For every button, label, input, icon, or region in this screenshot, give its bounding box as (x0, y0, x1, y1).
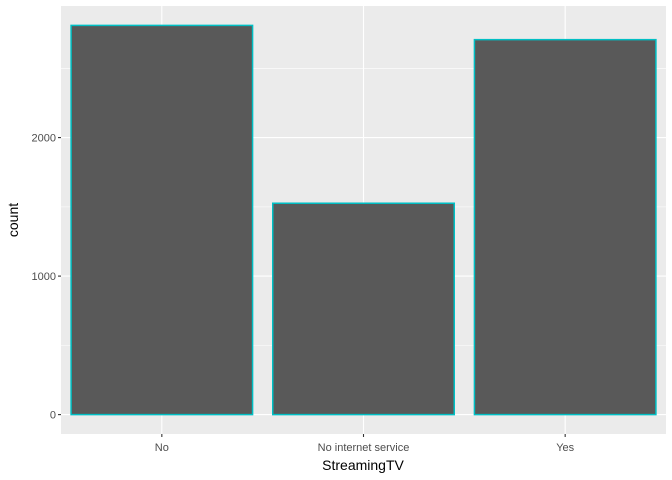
x-axis-title: StreamingTV (322, 457, 404, 473)
y-axis-title: count (5, 203, 21, 237)
y-tick-label: 2000 (32, 133, 56, 145)
bar (272, 202, 455, 416)
x-axis-ticks: No No internet service Yes (155, 434, 575, 454)
bar (70, 24, 254, 416)
y-tick-label: 1000 (32, 271, 56, 283)
x-tick-label: Yes (556, 442, 574, 454)
x-tick-label: No (155, 442, 169, 454)
bars (70, 24, 657, 416)
y-axis-ticks: 0 1000 2000 (32, 133, 61, 422)
bar (473, 38, 657, 416)
x-tick-label: No internet service (318, 442, 410, 454)
y-tick-label: 0 (50, 410, 56, 422)
